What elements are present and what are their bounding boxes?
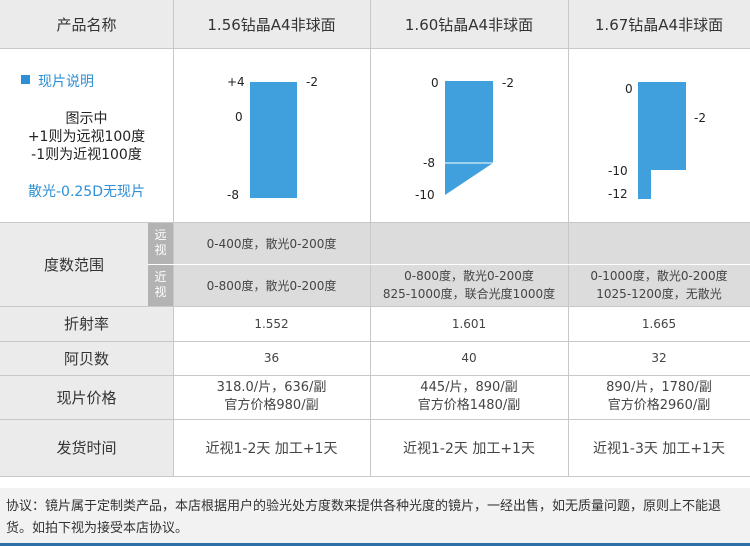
label-0: 0 (235, 110, 243, 124)
refractive-index-2: 1.601 (370, 306, 568, 341)
range-diagram-1: +4 0 -8 -2 (173, 48, 370, 222)
near-range-1: 0-800度，散光0-200度 (173, 264, 370, 306)
far-range-3 (568, 222, 750, 264)
shipping-time-2: 近视1-2天 加工+1天 (370, 419, 568, 476)
far-range-1: 0-400度，散光0-200度 (173, 222, 370, 264)
label-plus-4: +4 (227, 75, 245, 89)
abbe-number-1: 36 (173, 341, 370, 375)
table-bottom-spacer (0, 476, 750, 488)
grid-line (0, 375, 750, 376)
refractive-index-3: 1.665 (568, 306, 750, 341)
range-diagram-3: 0 -10 -12 -2 (568, 48, 750, 222)
abbe-number-label: 阿贝数 (0, 341, 173, 375)
abbe-number-2: 40 (370, 341, 568, 375)
grid-line (148, 264, 750, 265)
grid-line (0, 306, 750, 307)
label-minus-2: -2 (306, 75, 318, 89)
grid-line (0, 476, 750, 477)
grid-line (370, 0, 371, 476)
grid-line (0, 341, 750, 342)
shipping-time-1: 近视1-2天 加工+1天 (173, 419, 370, 476)
product-name-header: 产品名称 (0, 0, 173, 48)
agreement-text: 协议：镜片属于定制类产品，本店根据用户的验光处方度数来提供各种光度的镜片，一经出… (6, 499, 722, 536)
refractive-index-label: 折射率 (0, 306, 173, 341)
label-minus-10: -10 (415, 188, 435, 202)
label-0: 0 (431, 76, 439, 90)
product-3-header: 1.67钻晶A4非球面 (568, 0, 750, 48)
grid-line (0, 222, 750, 223)
label-0: 0 (625, 82, 633, 96)
far-range-2 (370, 222, 568, 264)
near-range-2: 0-800度，散光0-200度 825-1000度，联合光度1000度 (370, 264, 568, 306)
label-minus-2: -2 (694, 111, 706, 125)
label-minus-10: -10 (608, 164, 628, 178)
agreement-footer: 协议：镜片属于定制类产品，本店根据用户的验光处方度数来提供各种光度的镜片，一经出… (0, 488, 750, 546)
far-sighted-sublabel: 远视 (148, 222, 173, 264)
range-shape (638, 82, 686, 199)
label-minus-2: -2 (502, 76, 514, 90)
refractive-index-1: 1.552 (173, 306, 370, 341)
near-sighted-sublabel: 近视 (148, 264, 173, 306)
range-shape (445, 81, 493, 195)
shipping-time-label: 发货时间 (0, 419, 173, 476)
range-bar (250, 82, 297, 198)
grid-line (173, 0, 174, 476)
grid-line (568, 0, 569, 476)
legend-panel: 现片说明 图示中 +1则为远视100度 -1则为近视100度 散光-0.25D无… (0, 48, 173, 222)
shipping-time-3: 近视1-3天 加工+1天 (568, 419, 750, 476)
power-range-label: 度数范围 (0, 222, 148, 306)
range-diagram-2: 0 -8 -10 -2 (370, 48, 568, 222)
abbe-number-3: 32 (568, 341, 750, 375)
price-label: 现片价格 (0, 375, 173, 419)
label-minus-12: -12 (608, 187, 628, 201)
product-2-header: 1.60钻晶A4非球面 (370, 0, 568, 48)
legend-square-icon (21, 75, 30, 84)
grid-line (0, 419, 750, 420)
grid-line (0, 48, 750, 49)
product-1-header: 1.56钻晶A4非球面 (173, 0, 370, 48)
legend-line-1: 图示中 (65, 111, 108, 127)
price-1: 318.0/片，636/副 官方价格980/副 (173, 375, 370, 419)
legend-line-3: -1则为近视100度 (31, 147, 142, 163)
label-minus-8: -8 (227, 188, 239, 202)
bottom-accent-bar (0, 543, 750, 546)
price-3: 890/片，1780/副 官方价格2960/副 (568, 375, 750, 419)
label-minus-8: -8 (423, 156, 435, 170)
legend-note: 散光-0.25D无现片 (27, 184, 145, 200)
near-range-3: 0-1000度，散光0-200度 1025-1200度，无散光 (568, 264, 750, 306)
price-2: 445/片，890/副 官方价格1480/副 (370, 375, 568, 419)
legend-title: 现片说明 (38, 74, 94, 90)
legend-line-2: +1则为远视100度 (27, 129, 146, 145)
